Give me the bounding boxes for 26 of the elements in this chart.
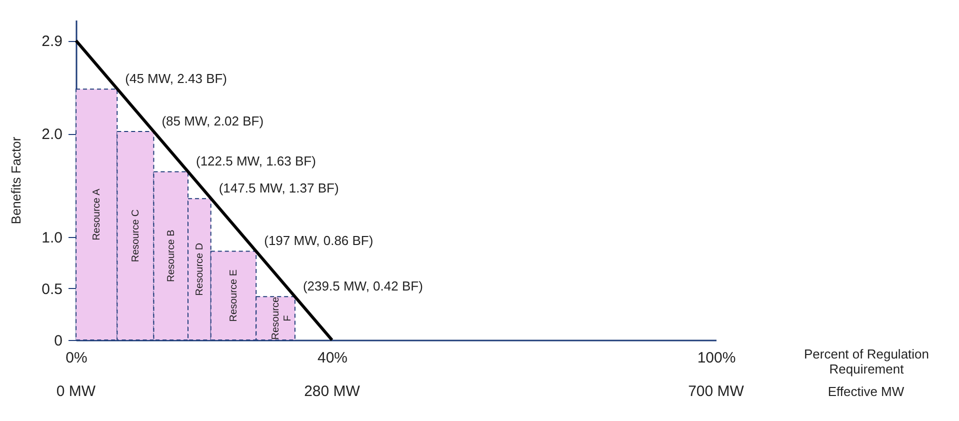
y-tick-label: 2.9 bbox=[42, 33, 62, 50]
x2-tick-label: 100% bbox=[697, 350, 736, 366]
series-label: Resource D bbox=[194, 242, 206, 296]
x-tick-label: 0 MW bbox=[56, 383, 96, 400]
text: Effective MW bbox=[828, 384, 905, 399]
x-tick-label: 700 MW bbox=[688, 383, 745, 400]
y-tick-label: 1.0 bbox=[42, 229, 62, 246]
series-label: Resource E bbox=[228, 269, 240, 322]
annotation: (122.5 MW, 1.63 BF) bbox=[196, 154, 316, 169]
y-tick-label: 2.0 bbox=[42, 126, 62, 144]
y-tick-label: 0.5 bbox=[42, 280, 62, 298]
y-axis-title: Benefits Factor bbox=[8, 136, 24, 224]
series-label: Resource A bbox=[92, 188, 103, 240]
annotation: (45 MW, 2.43 BF) bbox=[125, 71, 228, 86]
annotation: (147.5 MW, 1.37 BF) bbox=[218, 180, 339, 196]
x-tick-label: 280 MW bbox=[304, 383, 361, 400]
series-label: Resource C bbox=[130, 209, 142, 262]
annotation: (197 MW, 0.86 BF) bbox=[264, 233, 374, 248]
x2-tick-label: 40% bbox=[317, 350, 348, 366]
y-tick-label: 0 bbox=[54, 332, 62, 350]
annotation: (239.5 MW, 0.42 BF) bbox=[302, 278, 423, 294]
series-label: Resource B bbox=[166, 229, 177, 282]
x2-tick-label: 0% bbox=[66, 350, 88, 366]
series-label: Resource F bbox=[270, 296, 294, 340]
x2-axis-title: Percent of Regulation Requirement bbox=[804, 346, 930, 376]
annotation: (85 MW, 2.02 BF) bbox=[162, 113, 264, 128]
